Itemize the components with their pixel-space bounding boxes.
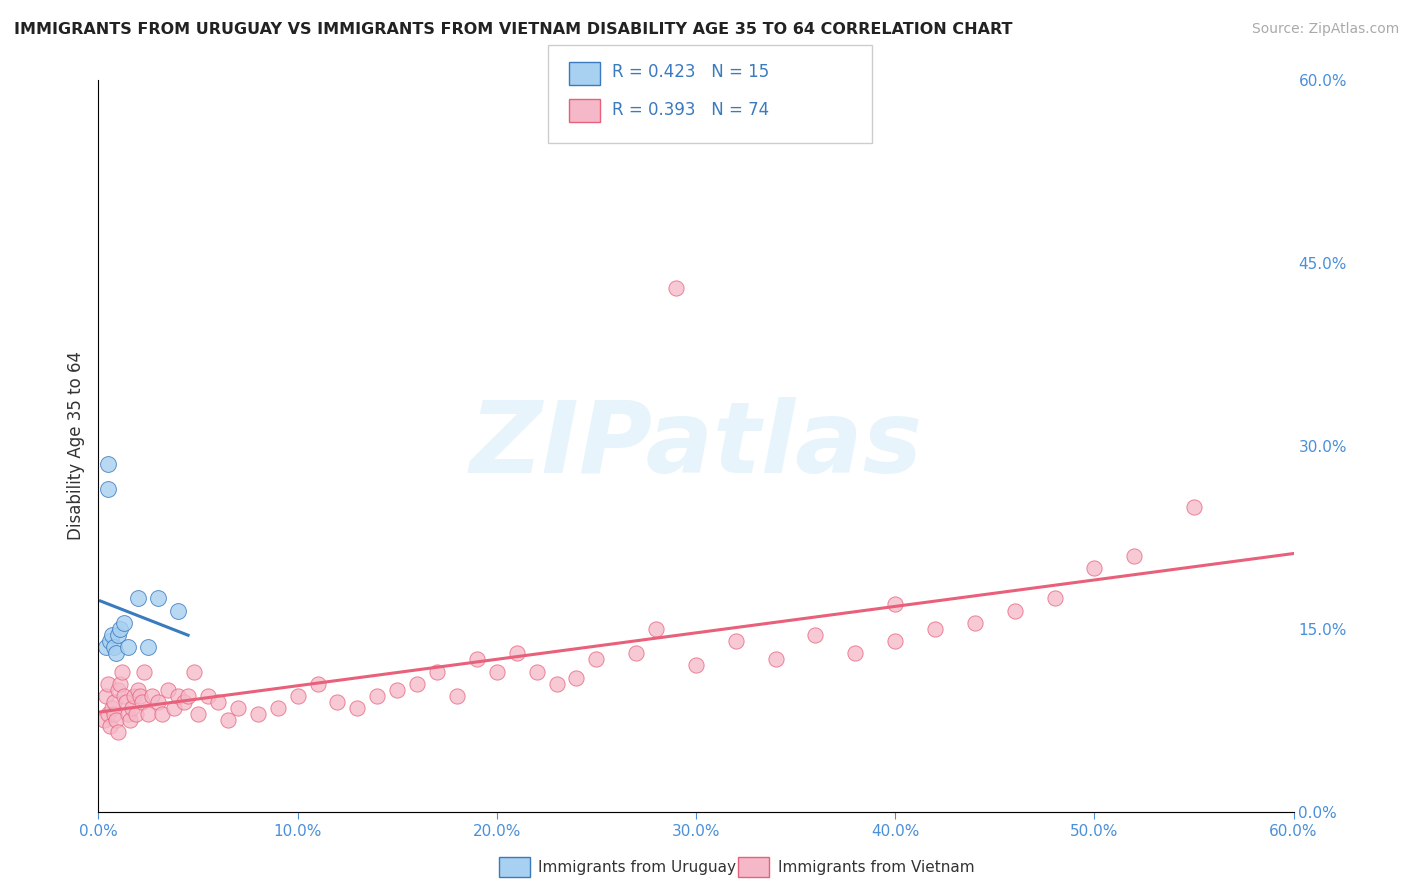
Point: [112, 615, 135, 630]
Point: [963, 615, 986, 630]
Point: [844, 646, 866, 660]
Point: [98, 719, 122, 733]
Point: [217, 714, 239, 728]
Point: [465, 652, 488, 666]
Point: [267, 701, 290, 715]
Text: IMMIGRANTS FROM URUGUAY VS IMMIGRANTS FROM VIETNAM DISABILITY AGE 35 TO 64 CORRE: IMMIGRANTS FROM URUGUAY VS IMMIGRANTS FR…: [14, 22, 1012, 37]
Point: [246, 707, 269, 722]
Point: [103, 640, 125, 655]
Point: [173, 695, 195, 709]
Point: [97, 707, 120, 722]
Point: [724, 634, 747, 648]
Point: [326, 695, 349, 709]
Point: [1123, 549, 1146, 563]
Point: [884, 634, 907, 648]
Point: [167, 689, 190, 703]
Text: R = 0.423   N = 15: R = 0.423 N = 15: [612, 63, 769, 81]
Point: [98, 634, 122, 648]
Point: [93, 714, 115, 728]
Point: [97, 676, 120, 690]
Point: [124, 689, 146, 703]
Text: Immigrants from Vietnam: Immigrants from Vietnam: [778, 861, 974, 875]
Point: [120, 714, 142, 728]
Point: [127, 591, 149, 606]
Point: [110, 622, 132, 636]
Point: [97, 482, 120, 496]
Point: [924, 622, 946, 636]
Point: [148, 695, 170, 709]
Point: [148, 591, 170, 606]
Point: [346, 701, 368, 715]
Point: [183, 665, 205, 679]
Point: [97, 457, 120, 471]
Point: [112, 689, 135, 703]
Point: [150, 707, 173, 722]
Point: [101, 628, 124, 642]
Text: Source: ZipAtlas.com: Source: ZipAtlas.com: [1251, 22, 1399, 37]
Y-axis label: Disability Age 35 to 64: Disability Age 35 to 64: [66, 351, 84, 541]
Point: [125, 707, 148, 722]
Point: [665, 280, 688, 294]
Point: [485, 665, 508, 679]
Point: [645, 622, 668, 636]
Point: [1182, 500, 1205, 514]
Point: [127, 682, 149, 697]
Point: [1004, 603, 1026, 617]
Point: [134, 665, 156, 679]
Point: [226, 701, 249, 715]
Point: [105, 646, 128, 660]
Point: [115, 695, 138, 709]
Point: [107, 628, 129, 642]
Point: [506, 646, 529, 660]
Point: [121, 701, 143, 715]
Point: [426, 665, 449, 679]
Point: [110, 676, 132, 690]
Point: [207, 695, 229, 709]
Point: [101, 701, 124, 715]
Point: [131, 695, 153, 709]
Point: [585, 652, 607, 666]
Point: [103, 695, 125, 709]
Point: [167, 603, 190, 617]
Point: [565, 671, 588, 685]
Point: [107, 725, 129, 739]
Point: [765, 652, 787, 666]
Point: [307, 676, 329, 690]
Point: [1083, 561, 1105, 575]
Point: [177, 689, 200, 703]
Point: [685, 658, 707, 673]
Point: [129, 689, 152, 703]
Point: [385, 682, 409, 697]
Text: ZIPatlas: ZIPatlas: [470, 398, 922, 494]
Point: [136, 707, 159, 722]
Point: [1043, 591, 1066, 606]
Text: R = 0.393   N = 74: R = 0.393 N = 74: [612, 101, 769, 119]
Point: [366, 689, 388, 703]
Point: [105, 714, 128, 728]
Point: [157, 682, 180, 697]
Point: [111, 665, 134, 679]
Point: [546, 676, 568, 690]
Point: [197, 689, 219, 703]
Point: [107, 682, 129, 697]
Point: [626, 646, 648, 660]
Point: [141, 689, 163, 703]
Point: [96, 689, 118, 703]
Point: [187, 707, 209, 722]
Point: [526, 665, 548, 679]
Point: [163, 701, 186, 715]
Point: [96, 640, 118, 655]
Text: Immigrants from Uruguay: Immigrants from Uruguay: [538, 861, 737, 875]
Point: [804, 628, 827, 642]
Point: [406, 676, 429, 690]
Point: [446, 689, 468, 703]
Point: [884, 598, 907, 612]
Point: [117, 640, 139, 655]
Point: [103, 707, 125, 722]
Point: [287, 689, 309, 703]
Point: [136, 640, 159, 655]
Point: [117, 707, 139, 722]
